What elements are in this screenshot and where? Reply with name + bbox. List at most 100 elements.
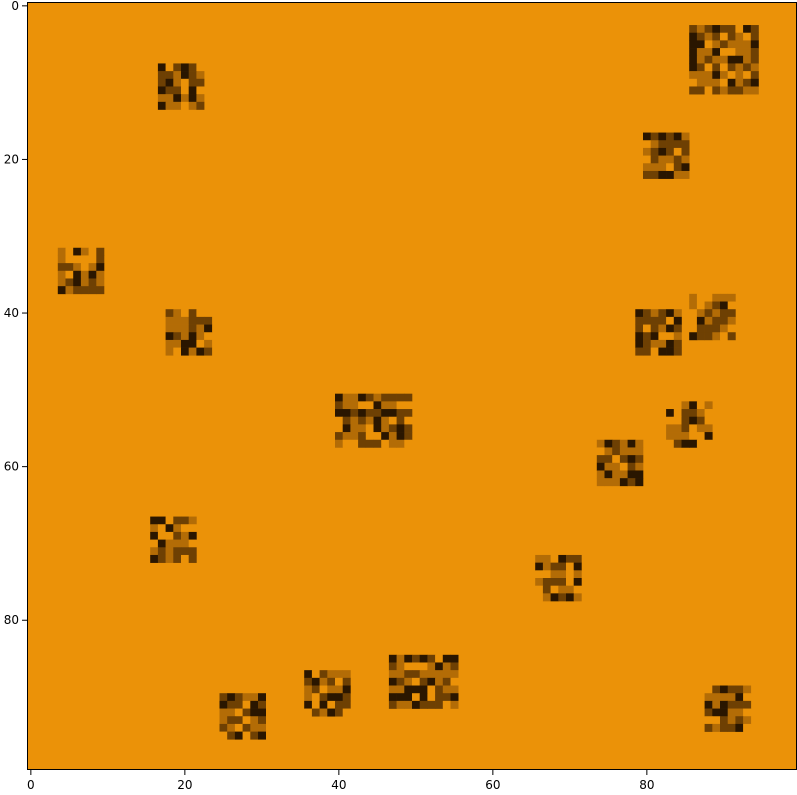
heatmap-patch [335, 393, 413, 448]
heatmap-cell [558, 570, 567, 579]
heatmap-cell [635, 478, 644, 487]
heatmap-cell [743, 693, 752, 702]
heatmap-cell [442, 685, 451, 694]
heatmap-cell [227, 708, 236, 717]
heatmap-cell [350, 401, 359, 410]
heatmap-cell [319, 670, 328, 679]
heatmap-cell [750, 40, 759, 49]
heatmap-cell [335, 401, 343, 410]
heatmap-cell [673, 163, 682, 172]
heatmap-cell [696, 86, 705, 95]
heatmap-cell [311, 700, 320, 709]
heatmap-cell [412, 700, 420, 709]
heatmap-cell [396, 401, 405, 410]
heatmap-cell [712, 78, 721, 87]
heatmap-cell [727, 86, 736, 95]
heatmap-cell [727, 723, 736, 732]
heatmap-cell [666, 401, 675, 410]
heatmap-cell [227, 693, 236, 702]
heatmap-cell [396, 670, 405, 679]
heatmap-cell [412, 685, 420, 694]
heatmap-cell [165, 539, 174, 548]
heatmap-cell [704, 40, 713, 49]
heatmap-cell [704, 48, 713, 57]
heatmap-cell [712, 708, 721, 717]
heatmap-cell [396, 416, 405, 425]
heatmap-cell [550, 554, 559, 563]
heatmap-cell [388, 700, 397, 709]
heatmap-cell [689, 432, 698, 441]
heatmap-cell [735, 40, 744, 49]
heatmap-cell [381, 424, 390, 433]
heatmap-cell [188, 316, 197, 325]
heatmap-cell [196, 78, 205, 87]
heatmap-cell [627, 439, 636, 448]
heatmap-cell [689, 424, 698, 433]
heatmap-cell [404, 677, 413, 686]
y-axis: 0 20 40 60 80 [4, 0, 27, 627]
heatmap-cell [689, 55, 698, 64]
heatmap-cell [358, 432, 367, 441]
heatmap-cell [750, 48, 759, 57]
heatmap-cell [327, 708, 336, 717]
heatmap-cell [704, 708, 713, 717]
heatmap-cell [635, 455, 644, 464]
heatmap-cell [666, 409, 675, 418]
heatmap-cell [181, 63, 189, 72]
heatmap-cell [727, 316, 736, 325]
heatmap-cell [558, 578, 567, 586]
heatmap-cell [566, 570, 574, 579]
heatmap-cell [404, 416, 413, 425]
heatmap-cell [311, 670, 320, 679]
heatmap-cell [388, 693, 397, 702]
heatmap-cell [250, 716, 259, 725]
heatmap-patch [689, 25, 759, 95]
heatmap-cell [435, 693, 444, 702]
heatmap-cell [350, 424, 359, 433]
heatmap-cell [173, 339, 182, 348]
heatmap-cell [704, 409, 713, 418]
heatmap-cell [635, 309, 644, 318]
heatmap-cell [666, 332, 675, 341]
heatmap-cell [88, 247, 97, 256]
x-tick-label: 20 [177, 778, 192, 792]
y-tick-label: 60 [4, 460, 19, 474]
heatmap-patch [388, 654, 459, 709]
heatmap-cell [635, 470, 644, 479]
heatmap-cell [388, 654, 397, 663]
heatmap-cell [442, 654, 451, 663]
heatmap-cell [181, 524, 189, 533]
heatmap-cell [704, 424, 713, 433]
heatmap-cell [188, 516, 197, 525]
heatmap-cell [381, 393, 390, 402]
heatmap-cell [404, 670, 413, 679]
heatmap-cell [188, 78, 197, 87]
heatmap-cell [735, 78, 744, 87]
heatmap-cell [65, 263, 74, 272]
heatmap-cell [304, 708, 313, 717]
heatmap-cell [681, 132, 690, 141]
heatmap-cell [689, 25, 698, 34]
heatmap-cell [304, 693, 313, 702]
heatmap-cell [396, 432, 405, 441]
heatmap-cell [696, 71, 705, 80]
heatmap-cell [727, 324, 736, 333]
heatmap-cell [196, 309, 205, 318]
heatmap-cell [373, 432, 382, 441]
heatmap-cell [157, 531, 166, 540]
heatmap-cell [704, 416, 713, 425]
heatmap-cell [335, 393, 343, 402]
x-tick-label: 0 [27, 778, 35, 792]
heatmap-cell [743, 708, 752, 717]
heatmap-cell [188, 339, 197, 348]
heatmap-cell [165, 63, 174, 72]
heatmap-cell [612, 470, 621, 479]
heatmap-cell [635, 447, 644, 456]
heatmap-cell [335, 677, 343, 686]
heatmap-cell [712, 685, 721, 694]
heatmap-cell [743, 685, 752, 694]
heatmap-cell [712, 693, 721, 702]
heatmap-cell [696, 416, 705, 425]
heatmap-cell [188, 324, 197, 333]
heatmap-cell [704, 700, 713, 709]
